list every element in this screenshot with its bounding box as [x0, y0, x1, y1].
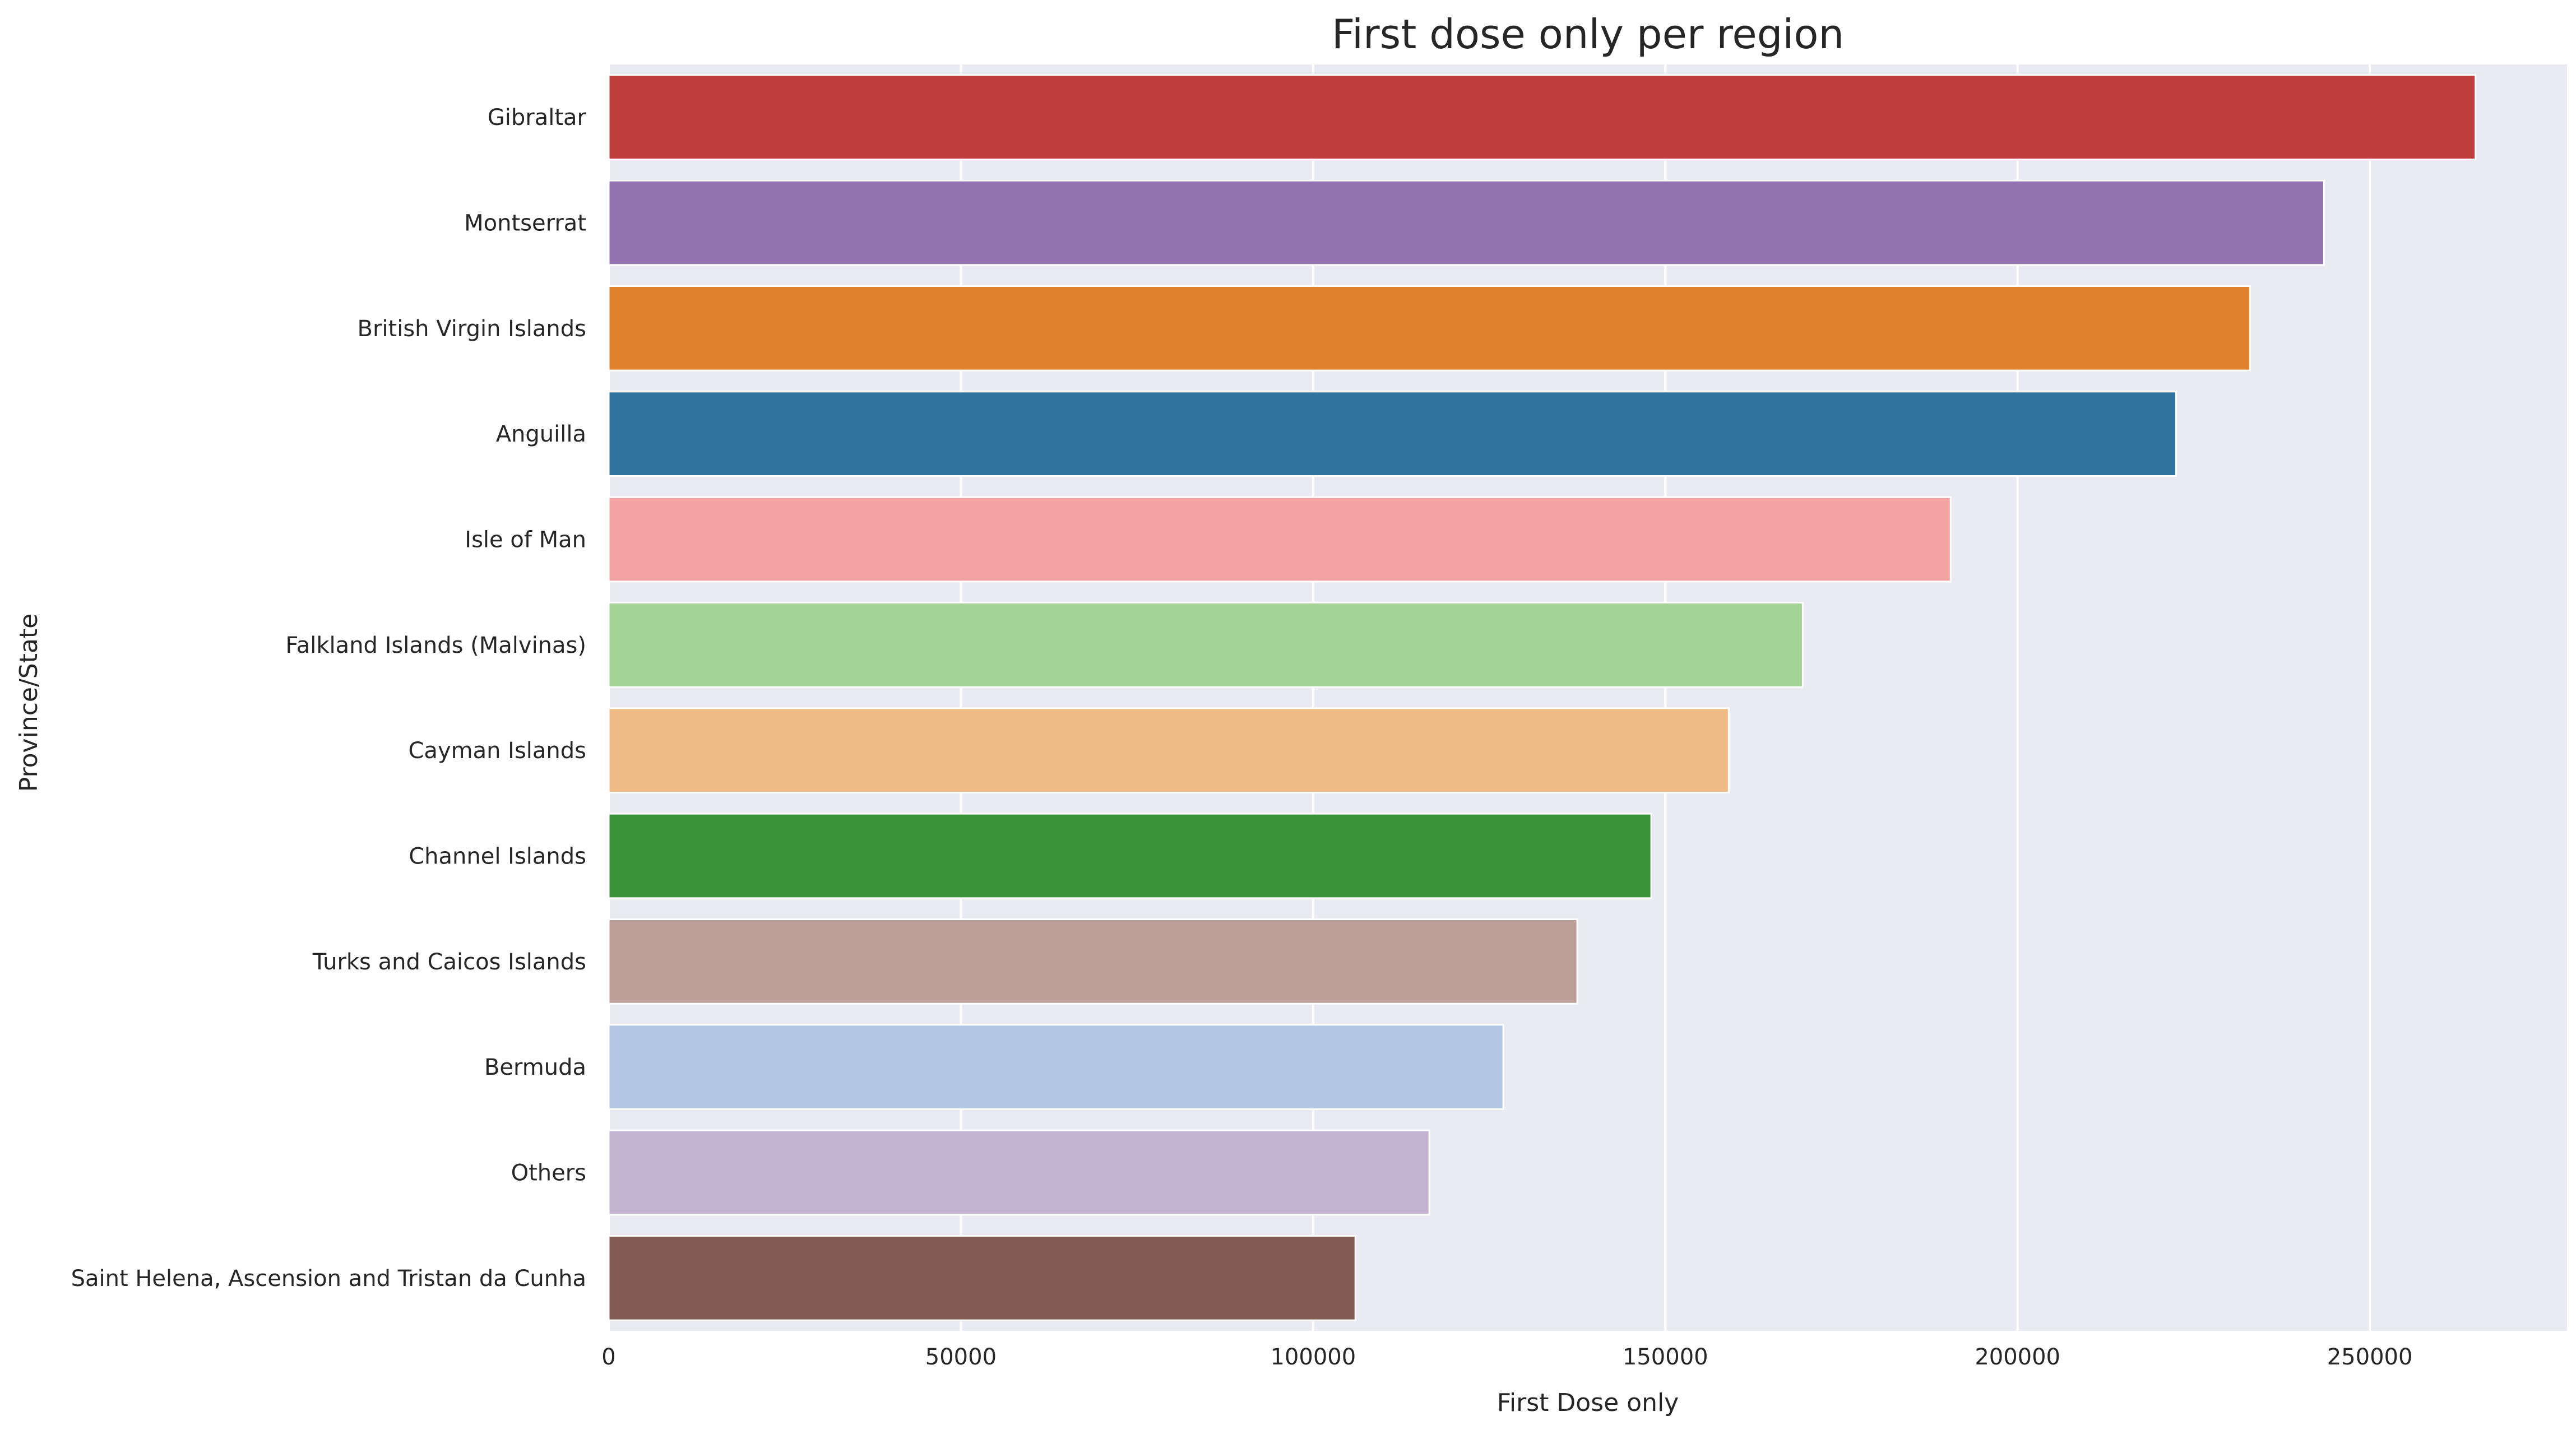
x-tick-label: 100000 — [1270, 1344, 1356, 1370]
y-tick-label: Montserrat — [464, 211, 586, 236]
bar-turks-and-caicos-islands — [608, 918, 1578, 1005]
y-tick-label: Bermuda — [484, 1055, 586, 1080]
bars — [608, 74, 2477, 1321]
y-tick-label: Anguilla — [496, 421, 586, 447]
y-tick-label: Turks and Caicos Islands — [312, 949, 586, 975]
plot-background — [609, 64, 2567, 1331]
bar-others — [608, 1129, 1430, 1216]
bar-isle-of-man — [608, 496, 1952, 583]
bar-falkland-islands-malvinas — [608, 602, 1804, 688]
bar-anguilla — [608, 391, 2177, 477]
y-tick-label: Saint Helena, Ascension and Tristan da C… — [71, 1266, 586, 1292]
y-tick-label: Falkland Islands (Malvinas) — [285, 633, 586, 658]
y-tick-label: Channel Islands — [409, 844, 586, 870]
chart-title: First dose only per region — [1332, 11, 1844, 58]
bar-british-virgin-islands — [608, 285, 2251, 372]
bar-bermuda — [608, 1024, 1504, 1111]
x-tick-label: 250000 — [2327, 1344, 2413, 1370]
y-tick-label: Isle of Man — [465, 527, 586, 553]
gridlines — [608, 64, 2371, 1331]
y-tick-label: Others — [511, 1160, 586, 1186]
y-tick-label: Cayman Islands — [409, 738, 587, 764]
bar-saint-helena-ascension-and-tristan-da-cunha — [608, 1235, 1356, 1321]
bar-cayman-islands — [608, 707, 1730, 794]
y-axis-label: Province/State — [15, 614, 43, 792]
x-axis-label: First Dose only — [1497, 1389, 1679, 1417]
y-tick-labels: Gibraltar Montserrat British Virgin Island… — [71, 105, 587, 1292]
bar-channel-islands — [608, 812, 1652, 899]
y-tick-label: Gibraltar — [488, 105, 587, 131]
x-tick-label: 150000 — [1623, 1344, 1708, 1370]
x-tick-label: 50000 — [925, 1344, 997, 1370]
x-tick-labels: 0 50000 100000 150000 200000 250000 — [601, 1344, 2412, 1370]
x-tick-label: 0 — [601, 1344, 615, 1370]
bar-montserrat — [608, 179, 2325, 266]
y-tick-label: British Virgin Islands — [358, 316, 586, 342]
bar-gibraltar — [608, 74, 2477, 160]
x-tick-label: 200000 — [1975, 1344, 2060, 1370]
